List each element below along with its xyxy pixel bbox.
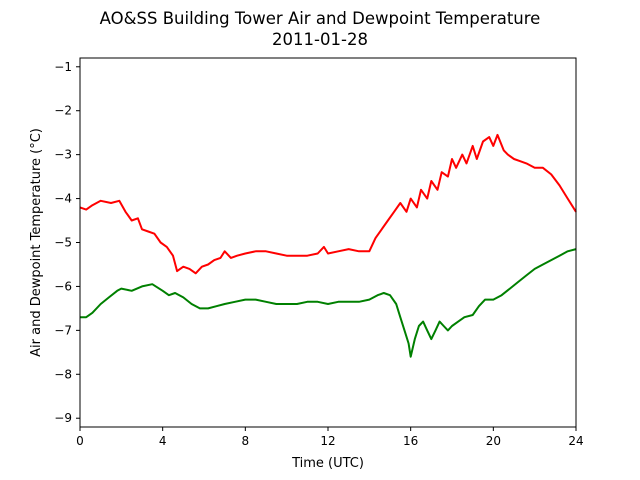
x-tick-label: 20 <box>486 434 501 448</box>
y-tick-label: −6 <box>54 279 72 293</box>
y-axis-label: Air and Dewpoint Temperature (°C) <box>29 128 44 357</box>
x-tick-label: 8 <box>242 434 250 448</box>
x-tick-label: 4 <box>159 434 167 448</box>
x-tick-label: 24 <box>568 434 583 448</box>
y-tick-label: −7 <box>54 323 72 337</box>
y-tick-label: −4 <box>54 192 72 206</box>
y-tick-label: −9 <box>54 411 72 425</box>
y-tick-label: −8 <box>54 367 72 381</box>
y-tick-label: −3 <box>54 148 72 162</box>
x-tick-label: 12 <box>320 434 335 448</box>
x-axis-label: Time (UTC) <box>291 456 364 471</box>
x-tick-label: 0 <box>76 434 84 448</box>
chart-subtitle: 2011-01-28 <box>272 30 368 49</box>
series-line-1 <box>79 133 577 275</box>
ticks-layer: 0 4 8 12 16 20 24 −9 −8 −7 −6 −5 −4 −3 −2 −1 <box>54 60 583 448</box>
y-tick-label: −2 <box>54 104 72 118</box>
series-line-2 <box>80 248 577 358</box>
chart-title: AO&SS Building Tower Air and Dewpoint Te… <box>100 9 541 28</box>
x-tick-label: 16 <box>403 434 418 448</box>
plot-frame <box>79 57 577 428</box>
y-tick-label: −5 <box>54 236 72 250</box>
series-layer <box>79 133 577 358</box>
y-tick-label: −1 <box>54 60 72 74</box>
